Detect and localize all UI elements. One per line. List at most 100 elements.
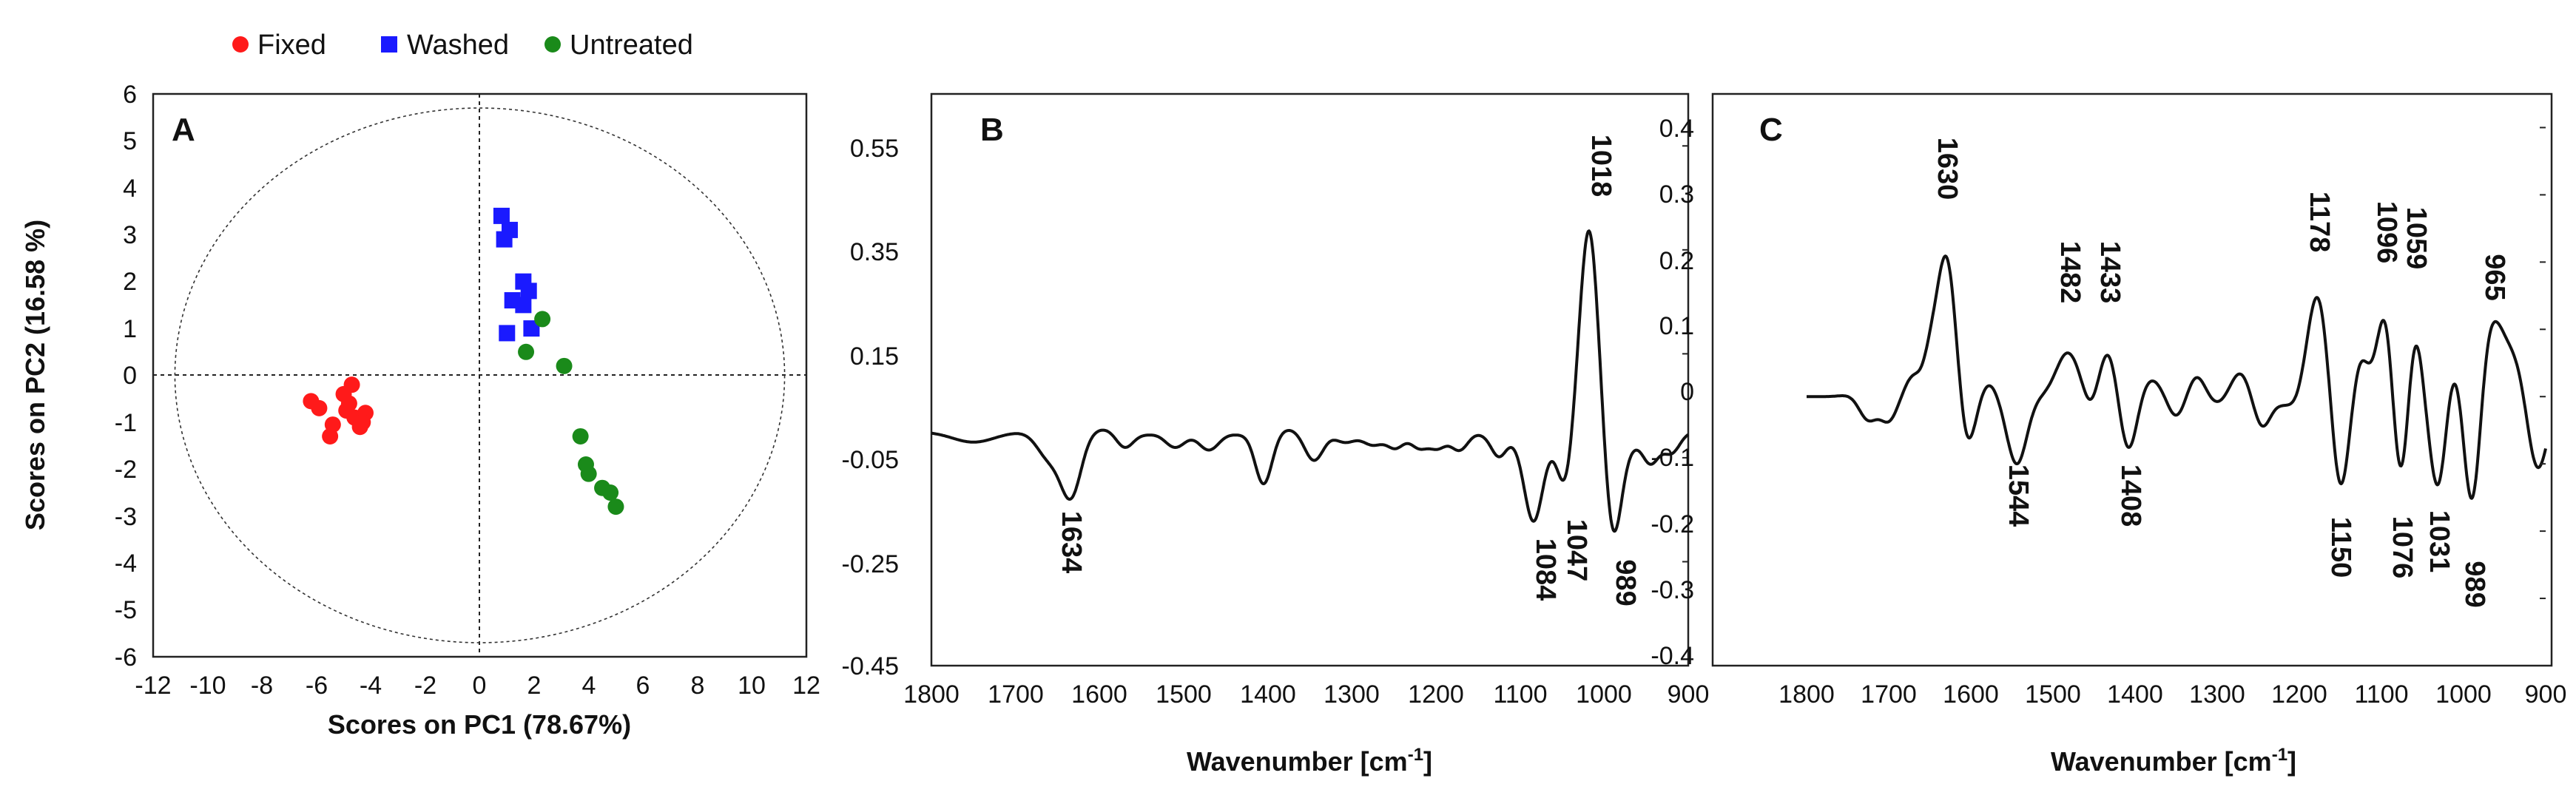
peak-label: 1018	[1585, 135, 1616, 197]
y-tick-label: -2	[115, 456, 137, 484]
peak-label: 965	[2479, 254, 2510, 300]
panel-c-y-ticks: 0.4 0.3 0.2 0.1 0 -0.1 -0.2 -0.3 -0.4	[1651, 115, 1694, 670]
y-tick-label: -6	[115, 643, 137, 672]
peak-label: 1178	[2304, 192, 2335, 252]
peak-label: 1096	[2371, 201, 2402, 264]
y-tick-label: -0.1	[1651, 444, 1694, 472]
x-tick-label: 12	[792, 672, 820, 700]
y-tick-label: 0.15	[850, 342, 899, 371]
y-tick-label: -0.2	[1651, 510, 1694, 538]
data-point-untreated	[518, 343, 535, 360]
data-point-untreated	[580, 465, 597, 482]
panel-b-peak-labels: 1634 1084 1047 1018 989	[1056, 135, 1641, 606]
data-point-fixed	[322, 427, 339, 445]
y-tick-label: -4	[115, 550, 137, 578]
x-tick-label: 1100	[1493, 680, 1547, 709]
x-tick-label: 1000	[1576, 680, 1632, 709]
x-tick-label: -8	[251, 672, 273, 700]
legend-label-fixed: Fixed	[257, 30, 326, 61]
data-point-washed	[499, 325, 516, 342]
x-tick-label: 1600	[1071, 680, 1127, 709]
legend-marker-untreated	[544, 36, 561, 53]
y-tick-label: 6	[123, 81, 137, 109]
y-tick-label: 0.35	[850, 238, 899, 266]
x-tick-label: 8	[691, 672, 705, 700]
panel-b-x-axis-label: Wavenumber [cm-1]	[1187, 745, 1432, 777]
x-tick-label: 10	[738, 672, 766, 700]
data-point-fixed	[311, 399, 328, 416]
data-point-untreated	[534, 311, 551, 328]
x-tick-label: -2	[414, 672, 436, 700]
x-tick-label: 1000	[2435, 680, 2492, 709]
legend-marker-fixed	[232, 36, 249, 53]
x-tick-label: 1100	[2354, 680, 2408, 709]
y-tick-label: 4	[123, 175, 137, 203]
panel-b-y-ticks: 0.55 0.35 0.15 -0.05 -0.25 -0.45	[842, 135, 900, 680]
y-tick-label: 3	[123, 221, 137, 249]
peak-label: 1482	[2054, 241, 2086, 304]
x-tick-label: 900	[1668, 680, 1710, 709]
panel-a-x-axis-label: Scores on PC1 (78.67%)	[328, 709, 631, 740]
peak-label: 1084	[1530, 538, 1561, 601]
x-tick-label: 1500	[2025, 680, 2081, 709]
data-point-washed	[493, 207, 510, 224]
panel-c-spectrum-line	[1806, 254, 2547, 500]
hotelling-confidence-ellipse	[174, 107, 786, 643]
panel-a-points	[303, 207, 624, 516]
x-tick-label: -6	[306, 672, 328, 700]
panel-c-label: C	[1759, 112, 1783, 148]
legend: Fixed Washed Untreated	[232, 30, 693, 61]
x-tick-label: 1600	[1943, 680, 1999, 709]
y-tick-label: 0	[1680, 378, 1694, 406]
y-tick-label: 0.3	[1659, 180, 1694, 209]
panel-b-spectrum: B 1800 1700 1600 1500 1400 1300 1200 110…	[842, 92, 1709, 777]
peak-label: 1059	[2401, 207, 2432, 270]
y-tick-label: 0.4	[1659, 115, 1694, 143]
y-tick-label: 0	[123, 362, 137, 390]
panel-c-y-tick-marks	[2540, 126, 2546, 666]
y-tick-label: -1	[115, 409, 137, 437]
y-tick-label: -0.3	[1651, 576, 1694, 604]
peak-label: 1031	[2424, 510, 2455, 573]
peak-label: 1047	[1561, 519, 1592, 582]
panel-a-y-ticks: 6 5 4 3 2 1 0 -1 -2 -3 -4 -5 -6	[115, 81, 137, 672]
peak-label: 1150	[2325, 517, 2356, 578]
legend-label-washed: Washed	[407, 30, 509, 61]
panel-c-x-axis-label: Wavenumber [cm-1]	[2051, 745, 2296, 777]
panel-c-spectrum: C 1800 1700 1600 1500 1400 1300 1200 110…	[1651, 92, 2566, 777]
x-tick-label: -12	[135, 672, 171, 700]
panel-b-spectrum-line	[931, 229, 1690, 533]
y-tick-label: -0.4	[1651, 642, 1694, 670]
x-tick-label: -10	[189, 672, 226, 700]
y-tick-label: 1	[123, 315, 137, 343]
x-tick-label: 4	[582, 672, 596, 700]
panel-a-label: A	[172, 112, 195, 148]
data-point-washed	[520, 283, 537, 300]
legend-marker-washed	[381, 36, 397, 53]
y-tick-label: 0.55	[850, 135, 899, 163]
x-tick-label: 1400	[2107, 680, 2163, 709]
y-tick-label: -5	[115, 596, 137, 624]
panel-a-x-ticks: -12 -10 -8 -6 -4 -2 0 2 4 6 8 10 12	[135, 672, 820, 700]
data-point-untreated	[602, 484, 619, 501]
data-point-untreated	[556, 357, 573, 374]
panel-b-x-ticks: 1800 1700 1600 1500 1400 1300 1200 1100 …	[903, 680, 1709, 709]
peak-label: 1433	[2094, 241, 2125, 304]
x-tick-label: 1200	[1408, 680, 1464, 709]
y-tick-label: -0.05	[842, 446, 900, 474]
x-tick-label: 1800	[903, 680, 960, 709]
x-tick-label: -4	[360, 672, 382, 700]
y-tick-label: -0.45	[842, 652, 900, 680]
x-tick-label: 1700	[988, 680, 1044, 709]
panel-a-y-axis-label: Scores on PC2 (16.58 %)	[20, 220, 50, 530]
data-point-untreated	[607, 498, 624, 516]
peak-label: 989	[1610, 559, 1641, 606]
peak-label: 1076	[2387, 516, 2418, 579]
peak-label: 989	[2459, 561, 2490, 607]
peak-label: 1634	[1056, 511, 1087, 574]
legend-label-untreated: Untreated	[570, 30, 693, 61]
x-tick-label: 1700	[1861, 680, 1917, 709]
data-point-washed	[523, 320, 540, 337]
panel-b-label: B	[980, 112, 1004, 148]
